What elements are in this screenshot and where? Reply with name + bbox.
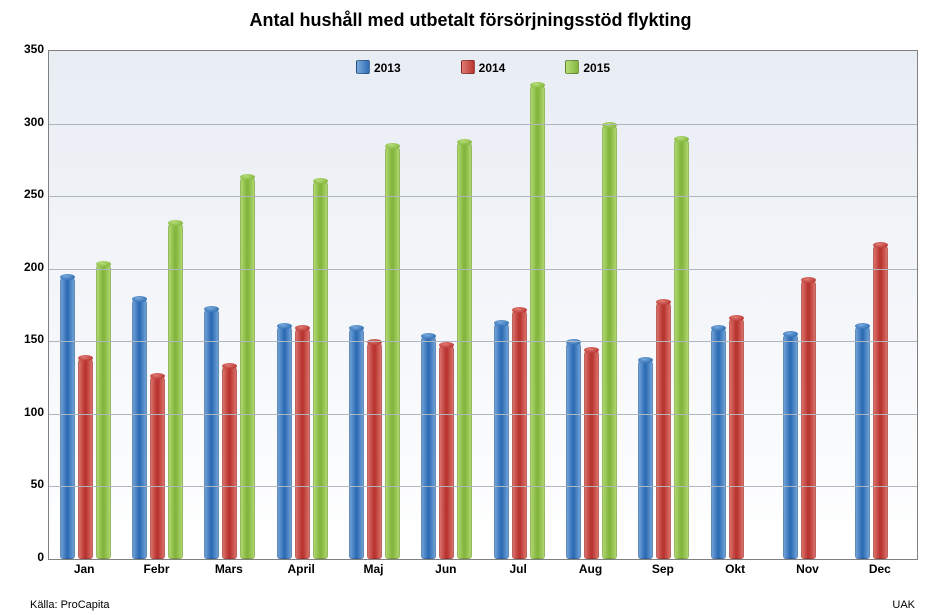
x-tick-label: Okt xyxy=(699,562,771,576)
legend-item: 2015 xyxy=(565,60,610,75)
credit-label: UAK xyxy=(892,599,915,611)
bar xyxy=(60,276,75,559)
bar xyxy=(313,180,328,559)
bar xyxy=(711,327,726,559)
bar xyxy=(385,145,400,559)
bar xyxy=(150,375,165,559)
bar xyxy=(78,357,93,559)
legend-label: 2015 xyxy=(583,61,610,75)
y-tick-label: 300 xyxy=(4,115,44,129)
bar xyxy=(566,341,581,559)
gridline xyxy=(49,196,917,197)
gridline xyxy=(49,341,917,342)
bar xyxy=(439,344,454,559)
chart-title: Antal hushåll med utbetalt försörjningss… xyxy=(0,10,941,31)
y-tick-label: 0 xyxy=(4,550,44,564)
bar xyxy=(494,322,509,559)
bar xyxy=(873,244,888,559)
bar xyxy=(295,327,310,559)
bar xyxy=(240,176,255,559)
x-tick-label: Febr xyxy=(120,562,192,576)
bar xyxy=(638,359,653,559)
bar xyxy=(367,341,382,559)
y-tick-label: 150 xyxy=(4,332,44,346)
bars-layer xyxy=(49,51,917,559)
bar xyxy=(168,222,183,559)
gridline xyxy=(49,414,917,415)
bar xyxy=(530,84,545,559)
bar xyxy=(277,325,292,559)
bar xyxy=(729,317,744,559)
x-axis-labels: JanFebrMarsAprilMajJunJulAugSepOktNovDec xyxy=(48,562,918,582)
y-tick-label: 100 xyxy=(4,405,44,419)
x-tick-label: April xyxy=(265,562,337,576)
plot-area xyxy=(48,50,918,560)
legend-swatch xyxy=(356,60,370,74)
x-tick-label: Nov xyxy=(771,562,843,576)
bar xyxy=(656,301,671,559)
y-tick-label: 50 xyxy=(4,477,44,491)
x-tick-label: Mars xyxy=(193,562,265,576)
legend-swatch xyxy=(461,60,475,74)
bar xyxy=(855,325,870,559)
bar xyxy=(801,279,816,559)
y-tick-label: 250 xyxy=(4,187,44,201)
legend-item: 2013 xyxy=(356,60,401,75)
legend-label: 2013 xyxy=(374,61,401,75)
gridline xyxy=(49,124,917,125)
legend-swatch xyxy=(565,60,579,74)
y-tick-label: 350 xyxy=(4,42,44,56)
chart-container: Antal hushåll med utbetalt försörjningss… xyxy=(0,0,941,615)
x-tick-label: Sep xyxy=(627,562,699,576)
bar xyxy=(349,327,364,559)
x-tick-label: Aug xyxy=(554,562,626,576)
bar xyxy=(584,349,599,559)
legend-item: 2014 xyxy=(461,60,506,75)
bar xyxy=(457,141,472,559)
bar xyxy=(96,263,111,559)
x-tick-label: Jun xyxy=(410,562,482,576)
bar xyxy=(222,365,237,559)
x-tick-label: Jul xyxy=(482,562,554,576)
bar xyxy=(674,138,689,559)
legend: 2013 2014 2015 xyxy=(48,60,918,75)
x-tick-label: Maj xyxy=(337,562,409,576)
source-label: Källa: ProCapita xyxy=(30,599,110,611)
bar xyxy=(512,309,527,559)
bar xyxy=(132,298,147,559)
x-tick-label: Dec xyxy=(844,562,916,576)
y-tick-label: 200 xyxy=(4,260,44,274)
x-tick-label: Jan xyxy=(48,562,120,576)
gridline xyxy=(49,269,917,270)
bar xyxy=(204,308,219,559)
bar xyxy=(421,335,436,559)
legend-label: 2014 xyxy=(479,61,506,75)
bar xyxy=(783,333,798,559)
gridline xyxy=(49,486,917,487)
